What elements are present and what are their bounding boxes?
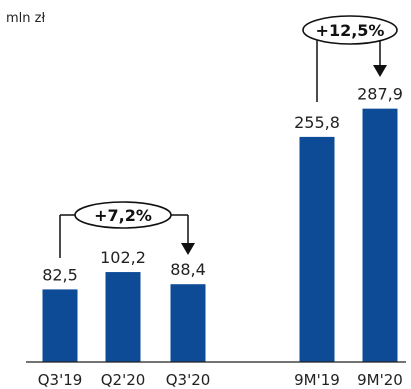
- value-label-5: 287,9: [357, 85, 403, 104]
- annotation-ellipse-1: [74, 201, 172, 229]
- growth-annotation-2: +12,5%: [302, 15, 398, 102]
- category-label-5: 9M'20: [357, 371, 403, 389]
- bars-layer: 82,5 Q3'19 102,2 Q2'20 88,4 Q3'20 255,8 9M'19 28…: [38, 85, 403, 389]
- value-label-2: 102,2: [100, 248, 146, 267]
- category-label-3: Q3'20: [166, 371, 211, 389]
- bar-3: [170, 284, 206, 362]
- growth-label-1: +7,2%: [94, 206, 152, 225]
- growth-annotation-1: +7,2%: [59, 201, 195, 258]
- bar-2: [105, 272, 141, 362]
- category-label-4: 9M'19: [294, 371, 340, 389]
- growth-label-2: +12,5%: [316, 21, 385, 40]
- bar-1: [42, 289, 78, 362]
- category-label-2: Q2'20: [101, 371, 146, 389]
- value-label-3: 88,4: [170, 260, 206, 279]
- annotations-layer: +7,2% +12,5%: [59, 15, 398, 258]
- annotation-arrowhead-1: [181, 243, 195, 255]
- category-label-1: Q3'19: [38, 371, 83, 389]
- annotation-ellipse-2: [302, 15, 398, 45]
- unit-label: mln zł: [6, 11, 45, 26]
- bar-5: [362, 108, 398, 362]
- value-label-4: 255,8: [294, 113, 340, 132]
- bar-4: [299, 136, 335, 362]
- annotation-arrowhead-2: [373, 65, 387, 77]
- value-label-1: 82,5: [42, 265, 78, 284]
